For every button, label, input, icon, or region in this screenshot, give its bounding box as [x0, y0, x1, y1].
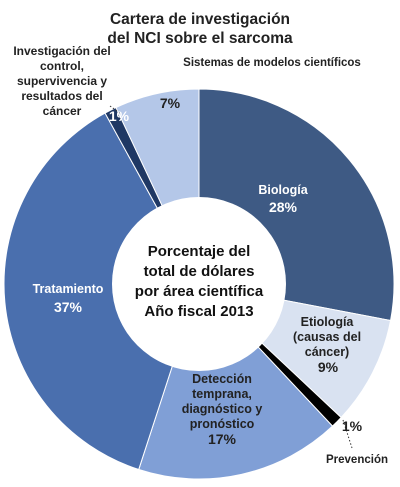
slice-label: Sistemas de modelos científicos: [183, 57, 361, 69]
chart-title: Cartera de investigación: [110, 11, 290, 28]
slice-label: Investigación del control, supervivencia…: [13, 44, 111, 118]
donut-hole: [112, 197, 286, 371]
leader-line: [342, 419, 353, 449]
center-label: total de dólares: [144, 263, 255, 280]
slice-label: Biología: [258, 183, 308, 197]
value-label: 9%: [317, 359, 339, 375]
value-label: 1%: [108, 108, 130, 124]
value-label: 7%: [159, 95, 181, 111]
center-label: por área científica: [135, 283, 264, 300]
value-label: 17%: [207, 431, 237, 447]
slice-label: Detección temprana, diagnóstico y pronós…: [181, 372, 263, 431]
center-label: Año fiscal 2013: [144, 303, 253, 320]
value-label: 28%: [268, 199, 298, 215]
slices: [3, 88, 395, 480]
value-label: 1%: [341, 418, 363, 434]
slice-label: Etiología (causas del cáncer): [292, 315, 362, 359]
slice: [3, 112, 200, 471]
value-label: 37%: [53, 299, 83, 315]
slice-label: Prevención: [326, 454, 388, 466]
center-label: Porcentaje del: [148, 243, 251, 260]
chart-title: del NCI sobre el sarcoma: [107, 30, 293, 47]
slice-label: Tratamiento: [32, 282, 104, 296]
